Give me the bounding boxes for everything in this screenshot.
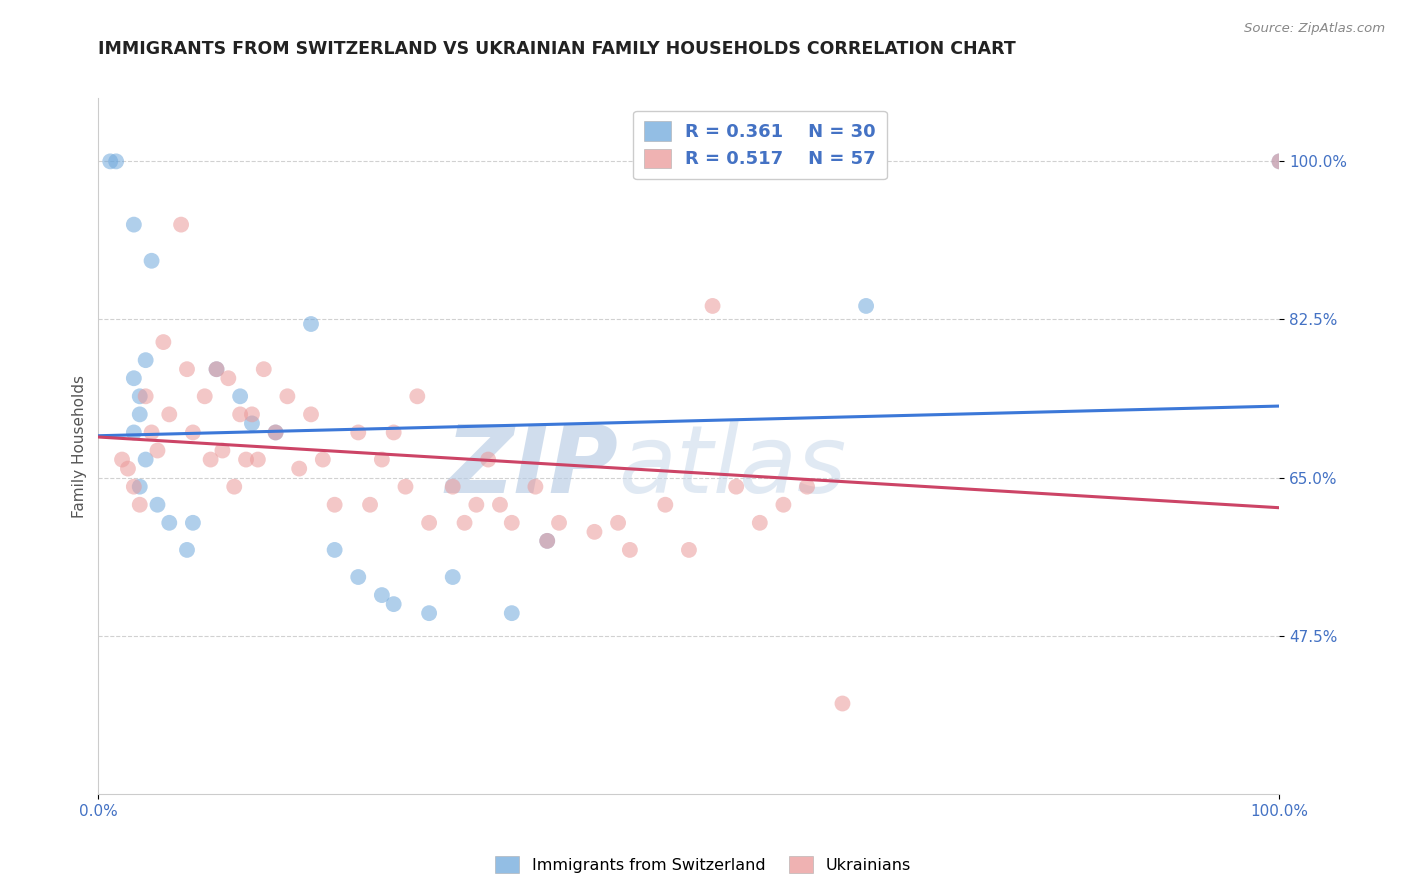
Point <box>524 480 547 494</box>
Point <box>536 533 558 548</box>
Point <box>619 542 641 557</box>
Point <box>253 362 276 376</box>
Point <box>453 516 475 530</box>
Point <box>1268 154 1291 169</box>
Point <box>194 389 217 403</box>
Point <box>128 498 150 512</box>
Point <box>157 408 180 422</box>
Point <box>501 606 523 620</box>
Point <box>98 154 121 169</box>
Point <box>240 417 263 431</box>
Point <box>441 570 464 584</box>
Point <box>211 443 233 458</box>
Point <box>229 408 252 422</box>
Point <box>371 588 394 602</box>
Point <box>200 452 222 467</box>
Point <box>157 516 180 530</box>
Point <box>371 452 394 467</box>
Point <box>382 425 405 440</box>
Point <box>117 461 139 475</box>
Point <box>111 452 134 467</box>
Text: ZIP: ZIP <box>446 421 619 513</box>
Point <box>441 480 464 494</box>
Point <box>702 299 724 313</box>
Point <box>224 480 246 494</box>
Point <box>128 480 150 494</box>
Text: atlas: atlas <box>619 421 846 512</box>
Point <box>181 516 204 530</box>
Point <box>382 597 405 611</box>
Point <box>323 498 346 512</box>
Point <box>678 542 700 557</box>
Point <box>170 218 193 232</box>
Point <box>583 524 606 539</box>
Point <box>146 443 169 458</box>
Point <box>105 154 128 169</box>
Point <box>141 425 163 440</box>
Point <box>146 498 169 512</box>
Point <box>299 408 322 422</box>
Point <box>654 498 676 512</box>
Point <box>246 452 269 467</box>
Point <box>122 218 145 232</box>
Text: Source: ZipAtlas.com: Source: ZipAtlas.com <box>1244 22 1385 36</box>
Point <box>465 498 488 512</box>
Point <box>276 389 298 403</box>
Point <box>796 480 818 494</box>
Point <box>299 317 322 331</box>
Point <box>141 253 163 268</box>
Point <box>501 516 523 530</box>
Point <box>122 425 145 440</box>
Y-axis label: Family Households: Family Households <box>72 375 87 517</box>
Point <box>607 516 630 530</box>
Point <box>359 498 381 512</box>
Point <box>406 389 429 403</box>
Point <box>205 362 228 376</box>
Point <box>312 452 335 467</box>
Point <box>122 480 145 494</box>
Point <box>235 452 257 467</box>
Point <box>128 408 150 422</box>
Point <box>264 425 287 440</box>
Point <box>176 542 198 557</box>
Point <box>772 498 794 512</box>
Legend: R = 0.361    N = 30, R = 0.517    N = 57: R = 0.361 N = 30, R = 0.517 N = 57 <box>633 111 887 179</box>
Legend: Immigrants from Switzerland, Ukrainians: Immigrants from Switzerland, Ukrainians <box>488 849 918 880</box>
Point <box>240 408 263 422</box>
Point <box>128 389 150 403</box>
Point <box>176 362 198 376</box>
Point <box>288 461 311 475</box>
Point <box>831 697 853 711</box>
Text: IMMIGRANTS FROM SWITZERLAND VS UKRAINIAN FAMILY HOUSEHOLDS CORRELATION CHART: IMMIGRANTS FROM SWITZERLAND VS UKRAINIAN… <box>98 40 1017 58</box>
Point <box>855 299 877 313</box>
Point <box>264 425 287 440</box>
Point <box>748 516 770 530</box>
Point <box>135 452 157 467</box>
Point <box>323 542 346 557</box>
Point <box>477 452 499 467</box>
Point <box>205 362 228 376</box>
Point <box>548 516 571 530</box>
Point <box>489 498 512 512</box>
Point <box>217 371 239 385</box>
Point <box>1268 154 1291 169</box>
Point <box>229 389 252 403</box>
Point <box>152 335 174 350</box>
Point <box>122 371 145 385</box>
Point <box>347 425 370 440</box>
Point <box>347 570 370 584</box>
Point <box>394 480 416 494</box>
Point <box>725 480 748 494</box>
Point <box>181 425 204 440</box>
Point <box>418 516 440 530</box>
Point <box>536 533 558 548</box>
Point <box>135 389 157 403</box>
Point <box>135 353 157 368</box>
Point <box>418 606 440 620</box>
